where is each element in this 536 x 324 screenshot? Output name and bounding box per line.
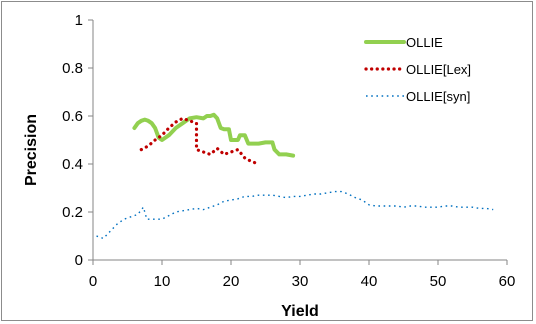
legend-label: OLLIE[Lex] [406,62,471,77]
y-tick-label: 1 [75,12,83,29]
series-line-ollie-lex [139,116,261,166]
x-axis-title: Yield [281,303,319,320]
x-tick-label: 10 [154,273,171,290]
x-tick-label: 50 [430,273,447,290]
y-axis-title: Precision [23,114,40,186]
x-tick-label: 20 [223,273,240,290]
legend-label: OLLIE[syn] [406,89,470,104]
x-tick-label: 30 [292,273,309,290]
y-tick-label: 0 [75,252,83,269]
series-line-ollie [132,112,296,158]
x-tick-label: 60 [499,273,516,290]
x-tick-label: 40 [361,273,378,290]
y-tick-label: 0.6 [62,108,83,125]
y-tick-label: 0.8 [62,60,83,77]
x-tick-label: 0 [89,273,97,290]
y-tick-label: 0.4 [62,156,83,173]
series-line-ollie-syn [96,190,494,240]
legend-label: OLLIE [406,35,443,50]
y-tick-label: 0.2 [62,204,83,221]
